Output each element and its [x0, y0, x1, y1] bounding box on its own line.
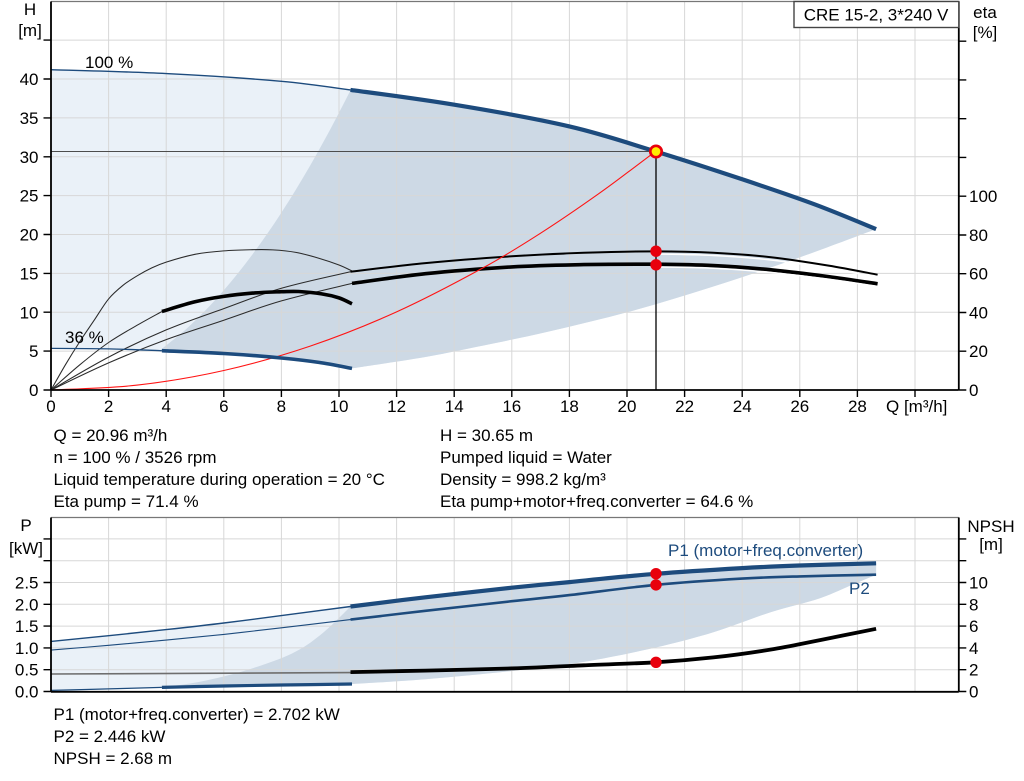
svg-text:6: 6: [219, 397, 228, 416]
svg-text:10: 10: [20, 303, 39, 322]
svg-text:26: 26: [790, 397, 809, 416]
svg-text:0: 0: [969, 381, 978, 400]
svg-text:18: 18: [560, 397, 579, 416]
svg-text:n = 100 % / 3526 rpm: n = 100 % / 3526 rpm: [54, 448, 217, 467]
svg-text:0.5: 0.5: [15, 661, 39, 680]
svg-text:P: P: [20, 516, 31, 535]
svg-text:14: 14: [445, 397, 464, 416]
svg-text:[%]: [%]: [973, 23, 998, 42]
svg-text:1.0: 1.0: [15, 639, 39, 658]
svg-text:NPSH: NPSH: [967, 517, 1014, 536]
svg-text:0.0: 0.0: [15, 683, 39, 702]
svg-text:Density = 998.2 kg/m³: Density = 998.2 kg/m³: [440, 470, 606, 489]
svg-text:[m]: [m]: [18, 21, 42, 40]
svg-text:30: 30: [20, 148, 39, 167]
svg-text:Eta pump = 71.4 %: Eta pump = 71.4 %: [54, 492, 199, 511]
svg-text:15: 15: [20, 264, 39, 283]
svg-text:H: H: [24, 0, 36, 19]
svg-text:NPSH = 2.68 m: NPSH = 2.68 m: [54, 749, 173, 768]
svg-text:100: 100: [969, 187, 997, 206]
svg-text:[m]: [m]: [979, 535, 1003, 554]
svg-text:10: 10: [969, 574, 988, 593]
svg-text:22: 22: [675, 397, 694, 416]
svg-text:2.5: 2.5: [15, 574, 39, 593]
svg-text:4: 4: [969, 639, 978, 658]
svg-text:40: 40: [20, 70, 39, 89]
svg-text:80: 80: [969, 226, 988, 245]
svg-text:2: 2: [104, 397, 113, 416]
svg-text:0: 0: [969, 683, 978, 702]
svg-text:10: 10: [330, 397, 349, 416]
svg-text:100 %: 100 %: [85, 53, 133, 72]
svg-text:20: 20: [20, 226, 39, 245]
svg-text:0: 0: [46, 397, 55, 416]
svg-text:P2: P2: [849, 579, 870, 598]
svg-text:8: 8: [277, 397, 286, 416]
svg-text:Eta pump+motor+freq.converter: Eta pump+motor+freq.converter = 64.6 %: [440, 492, 753, 511]
svg-text:6: 6: [969, 617, 978, 636]
svg-text:4: 4: [161, 397, 170, 416]
svg-text:H = 30.65 m: H = 30.65 m: [440, 426, 533, 445]
svg-text:Q [m³/h]: Q [m³/h]: [886, 397, 947, 416]
svg-text:20: 20: [618, 397, 637, 416]
svg-text:40: 40: [969, 303, 988, 322]
svg-text:36 %: 36 %: [65, 328, 104, 347]
svg-text:Liquid temperature during oper: Liquid temperature during operation = 20…: [54, 470, 385, 489]
svg-text:P2 = 2.446 kW: P2 = 2.446 kW: [54, 727, 166, 746]
svg-text:Pumped liquid = Water: Pumped liquid = Water: [440, 448, 612, 467]
svg-text:60: 60: [969, 265, 988, 284]
svg-text:16: 16: [502, 397, 521, 416]
svg-text:8: 8: [969, 595, 978, 614]
svg-text:25: 25: [20, 187, 39, 206]
svg-text:24: 24: [733, 397, 752, 416]
svg-text:28: 28: [848, 397, 867, 416]
svg-text:P1 (motor+freq.converter): P1 (motor+freq.converter): [668, 541, 863, 560]
svg-text:20: 20: [969, 342, 988, 361]
svg-text:eta: eta: [973, 3, 997, 22]
svg-text:[kW]: [kW]: [9, 539, 43, 558]
svg-text:Q = 20.96 m³/h: Q = 20.96 m³/h: [54, 426, 168, 445]
svg-text:0: 0: [29, 381, 38, 400]
svg-text:CRE 15-2, 3*240 V: CRE 15-2, 3*240 V: [804, 6, 949, 25]
svg-text:12: 12: [387, 397, 406, 416]
svg-text:P1 (motor+freq.converter) = 2.: P1 (motor+freq.converter) = 2.702 kW: [54, 705, 340, 724]
svg-text:2.0: 2.0: [15, 595, 39, 614]
svg-text:5: 5: [29, 342, 38, 361]
svg-text:1.5: 1.5: [15, 617, 39, 636]
svg-text:2: 2: [969, 661, 978, 680]
svg-text:35: 35: [20, 109, 39, 128]
